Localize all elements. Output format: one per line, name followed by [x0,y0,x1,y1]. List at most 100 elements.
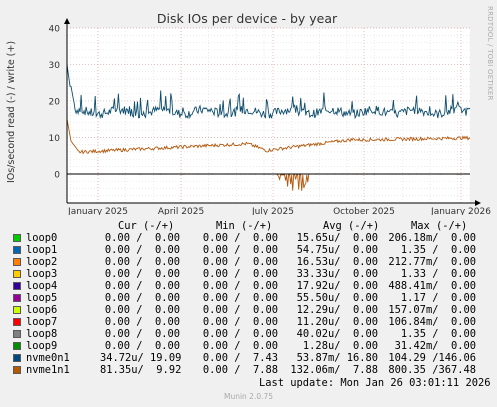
legend-row-loop2: loop2 0.00 / 0.00 0.00 / 0.00 16.53u/ 0.00 2… [0,256,497,268]
legend-row-loop9: loop9 0.00 / 0.00 0.00 / 0.00 1.28u/ 0.00 31… [0,340,497,352]
legend-cur: 81.35u/ 9.92 [100,364,182,376]
legend-max: 1.35 / 0.00 [400,328,476,340]
legend-cur: 0.00 / 0.00 [104,340,180,352]
legend-avg: 33.33u/ 0.00 [296,268,378,280]
legend-name: loop8 [26,328,58,340]
legend-max: 206.18m/ 0.00 [388,232,476,244]
legend-avg: 132.06m/ 7.88 [290,364,378,376]
legend-swatch [13,342,21,350]
y-tick-label: 20 [49,97,61,107]
x-tick-label: January 2025 [67,207,128,215]
legend-min: 0.00 / 0.00 [202,316,278,328]
legend-row-loop7: loop7 0.00 / 0.00 0.00 / 0.00 11.20u/ 0.00 1… [0,316,497,328]
legend-max: 1.33 / 0.00 [400,268,476,280]
legend-name: loop3 [26,268,58,280]
legend-name: loop1 [26,244,58,256]
legend-name: loop2 [26,256,58,268]
x-tick-label: January 2026 [430,207,491,215]
legend-header: Cur (-/+) Min (-/+) Avg (-/+) Max (-/+) [0,220,497,232]
legend-swatch [13,294,21,302]
legend-name: nvme1n1 [26,364,70,376]
legend-swatch [13,258,21,266]
legend-avg: 55.50u/ 0.00 [296,292,378,304]
legend-max: 104.29 /146.06 [388,352,476,364]
legend-min: 0.00 / 0.00 [202,256,278,268]
legend-min: 0.00 / 0.00 [202,268,278,280]
legend-swatch [13,270,21,278]
legend-name: nvme0n1 [26,352,70,364]
plot-axes [64,18,481,206]
legend-max: 1.35 / 0.00 [400,244,476,256]
legend-swatch [13,282,21,290]
legend-cur: 34.72u/ 19.09 [100,352,182,364]
legend-row-loop6: loop6 0.00 / 0.00 0.00 / 0.00 12.29u/ 0.00 1… [0,304,497,316]
legend-cur: 0.00 / 0.00 [104,292,180,304]
legend-avg: 12.29u/ 0.00 [296,304,378,316]
chart-title: Disk IOs per device - by year [157,11,338,26]
legend-min: 0.00 / 0.00 [202,280,278,292]
legend-swatch [13,246,21,254]
legend-max: 106.84m/ 0.00 [388,316,476,328]
legend-swatch [13,234,21,242]
y-tick-label: 0 [54,170,60,180]
legend-cur: 0.00 / 0.00 [104,244,180,256]
legend-avg: 40.02u/ 0.00 [296,328,378,340]
chart-svg: Disk IOs per device - by year IOs/second… [6,11,491,215]
legend-max: 1.17 / 0.00 [400,292,476,304]
legend-swatch [13,354,21,362]
legend-name: loop4 [26,280,58,292]
legend-min: 0.00 / 0.00 [202,292,278,304]
legend-cur: 0.00 / 0.00 [104,304,180,316]
x-tick-labels: January 2025 April 2025 July 2025 October 2… [67,207,491,215]
legend-row-loop1: loop1 0.00 / 0.00 0.00 / 0.00 54.75u/ 0.00 1… [0,244,497,256]
rrdtool-credit: RRDTOOL / TOBI OETIKER [486,6,494,101]
legend-header-max: Max (-/+) [411,220,468,232]
legend-row-nvme1n1: nvme1n1 81.35u/ 9.92 0.00 / 7.88 132.06m/ 7… [0,364,497,376]
legend-min: 0.00 / 7.88 [202,364,278,376]
legend-avg: 54.75u/ 0.00 [296,244,378,256]
legend-swatch [13,306,21,314]
y-tick-label: 40 [49,25,61,35]
legend-cur: 0.00 / 0.00 [104,268,180,280]
legend-min: 0.00 / 0.00 [202,304,278,316]
x-tick-label: July 2025 [251,207,294,215]
legend-header-min: Min (-/+) [216,220,273,232]
legend-cur: 0.00 / 0.00 [104,256,180,268]
legend-swatch [13,366,21,374]
legend-max: 212.77m/ 0.00 [388,256,476,268]
legend-row-loop3: loop3 0.00 / 0.00 0.00 / 0.00 33.33u/ 0.00 1… [0,268,497,280]
legend-name: loop6 [26,304,58,316]
legend-avg: 53.87m/ 16.80 [296,352,378,364]
legend-name: loop7 [26,316,58,328]
legend-header-avg: Avg (-/+) [323,220,380,232]
last-update: Last update: Mon Jan 26 03:01:11 2026 [259,377,491,389]
legend-row-loop5: loop5 0.00 / 0.00 0.00 / 0.00 55.50u/ 0.00 1… [0,292,497,304]
legend-cur: 0.00 / 0.00 [104,316,180,328]
legend-avg: 1.28u/ 0.00 [302,340,378,352]
series-nvme1n1 [66,119,471,155]
x-tick-label: April 2025 [158,207,204,215]
legend-header-cur: Cur (-/+) [118,220,175,232]
y-axis-label: IOs/second read (-) / write (+) [6,41,17,183]
legend-min: 0.00 / 0.00 [202,244,278,256]
legend-cur: 0.00 / 0.00 [104,280,180,292]
legend-avg: 15.65u/ 0.00 [296,232,378,244]
legend-max: 157.07m/ 0.00 [388,304,476,316]
legend-max: 31.42m/ 0.00 [394,340,476,352]
legend-row-loop4: loop4 0.00 / 0.00 0.00 / 0.00 17.92u/ 0.00 4… [0,280,497,292]
legend-row-nvme0n1: nvme0n1 34.72u/ 19.09 0.00 / 7.43 53.87m/ 1… [0,352,497,364]
legend-swatch [13,330,21,338]
legend-avg: 16.53u/ 0.00 [296,256,378,268]
y-tick-label: 30 [49,61,61,71]
legend-avg: 17.92u/ 0.00 [296,280,378,292]
y-tick-labels: 0 10 20 30 40 [49,25,61,181]
legend-swatch [13,318,21,326]
legend-min: 0.00 / 0.00 [202,328,278,340]
y-tick-label: 10 [49,134,61,144]
munin-version: Munin 2.0.75 [223,392,274,401]
legend-name: loop0 [26,232,58,244]
legend-min: 0.00 / 0.00 [202,232,278,244]
legend-max: 488.41m/ 0.00 [388,280,476,292]
x-tick-label: October 2025 [333,207,395,215]
legend-row-loop0: loop0 0.00 / 0.00 0.00 / 0.00 15.65u/ 0.00 2… [0,232,497,244]
